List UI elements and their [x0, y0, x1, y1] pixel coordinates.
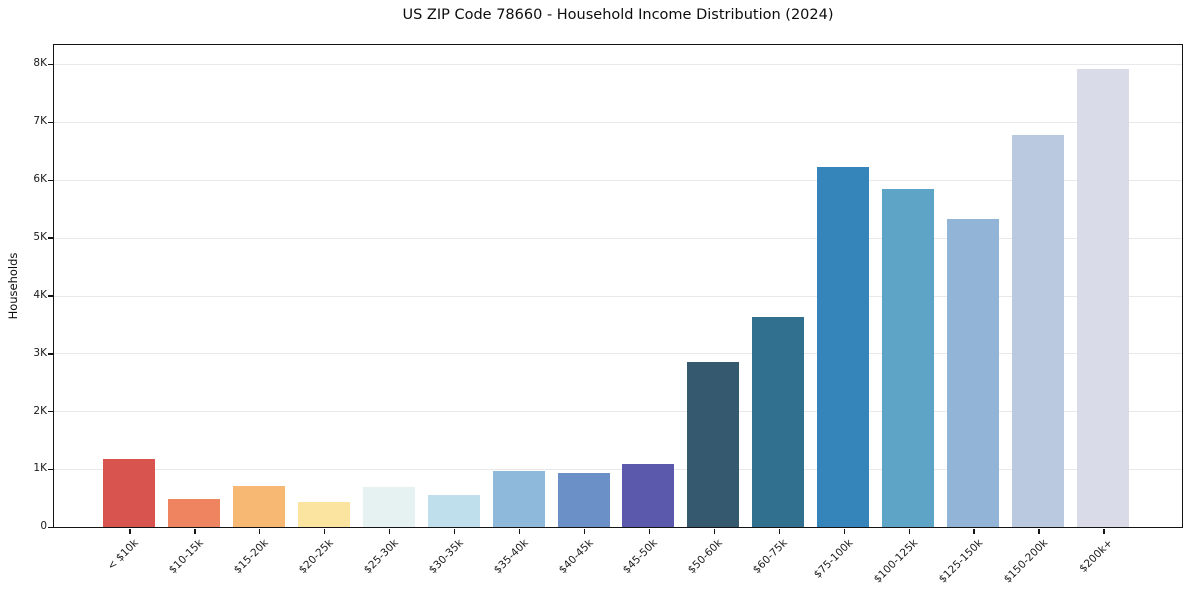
bar-$100-125k — [882, 188, 935, 527]
x-tick-label: $35-40k — [491, 537, 531, 577]
bar-$40-45k — [557, 472, 610, 527]
x-tick-mark — [778, 529, 780, 534]
gridline — [54, 411, 1182, 413]
y-tick-mark — [48, 411, 53, 413]
gridline — [54, 237, 1182, 239]
x-tick-label: $30-35k — [426, 537, 466, 577]
bar-$15-20k — [232, 485, 285, 527]
x-tick-label: $40-45k — [556, 537, 596, 577]
x-tick-label: $125-150k — [936, 537, 985, 586]
x-tick-mark — [518, 529, 521, 534]
x-tick-mark — [648, 529, 651, 534]
y-tick-label: 3K — [33, 346, 47, 359]
x-tick-label: $25-30k — [361, 537, 401, 577]
y-tick-label: 5K — [33, 230, 47, 243]
y-tick-label: 8K — [33, 57, 47, 70]
gridline — [54, 353, 1182, 355]
y-tick-label: 1K — [33, 462, 47, 475]
bar-$125-150k — [947, 219, 1000, 527]
x-tick-label: $60-75k — [751, 537, 791, 577]
bar-$25-30k — [362, 486, 415, 527]
y-tick-mark — [48, 63, 53, 66]
gridline — [54, 469, 1182, 471]
x-tick-label: $50-60k — [686, 537, 726, 577]
x-tick-mark — [843, 529, 845, 534]
y-tick-mark — [48, 468, 53, 471]
gridline — [54, 179, 1182, 181]
bar-$45-50k — [622, 464, 675, 527]
x-tick-label: $75-100k — [811, 537, 856, 581]
gridline — [54, 121, 1182, 123]
x-tick-mark — [453, 529, 456, 534]
bar-$30-35k — [427, 494, 480, 527]
y-tick-mark — [48, 353, 53, 355]
x-tick-mark — [1038, 529, 1040, 534]
x-tick-mark — [389, 529, 391, 534]
chart-title: US ZIP Code 78660 - Household Income Dis… — [402, 7, 834, 23]
y-tick-mark — [48, 121, 53, 124]
y-tick-mark — [48, 526, 53, 529]
x-tick-mark — [908, 529, 910, 534]
x-tick-label: $20-25k — [296, 537, 336, 577]
y-tick-label: 4K — [33, 288, 47, 301]
gridline — [54, 64, 1182, 66]
x-tick-label: $200k+ — [1076, 537, 1115, 575]
x-tick-label: $45-50k — [621, 537, 661, 577]
x-tick-mark — [973, 529, 975, 534]
x-tick-label: $15-20k — [231, 537, 271, 577]
x-tick-label: $150-200k — [1001, 537, 1050, 586]
bar-$75-100k — [817, 166, 870, 527]
bar-$35-40k — [492, 470, 545, 527]
y-tick-label: 6K — [33, 173, 47, 186]
bar-$60-75k — [752, 316, 805, 527]
bar-< $10k — [103, 459, 155, 527]
y-tick-mark — [48, 237, 53, 239]
x-tick-mark — [194, 529, 196, 534]
y-tick-mark — [48, 295, 53, 297]
x-tick-mark — [129, 529, 131, 534]
x-tick-label: $10-15k — [166, 537, 206, 577]
x-tick-mark — [1103, 529, 1105, 534]
y-tick-label: 7K — [33, 115, 47, 128]
bar-$10-15k — [167, 498, 220, 527]
bar-$20-25k — [297, 502, 350, 527]
x-tick-mark — [324, 529, 326, 534]
gridline — [54, 295, 1182, 297]
bar-$200k+ — [1077, 69, 1129, 527]
x-tick-label: $100-125k — [871, 537, 920, 586]
y-tick-label: 2K — [33, 404, 47, 417]
x-tick-mark — [713, 529, 715, 534]
x-tick-label: < $10k — [105, 537, 141, 573]
plot-area — [53, 44, 1183, 528]
x-tick-mark — [259, 529, 261, 534]
bar-$150-200k — [1012, 135, 1065, 527]
y-tick-label: 0 — [40, 520, 47, 533]
y-tick-mark — [48, 179, 53, 181]
bar-$50-60k — [687, 362, 740, 527]
x-tick-mark — [583, 529, 586, 534]
y-axis-label: Households — [6, 252, 20, 320]
